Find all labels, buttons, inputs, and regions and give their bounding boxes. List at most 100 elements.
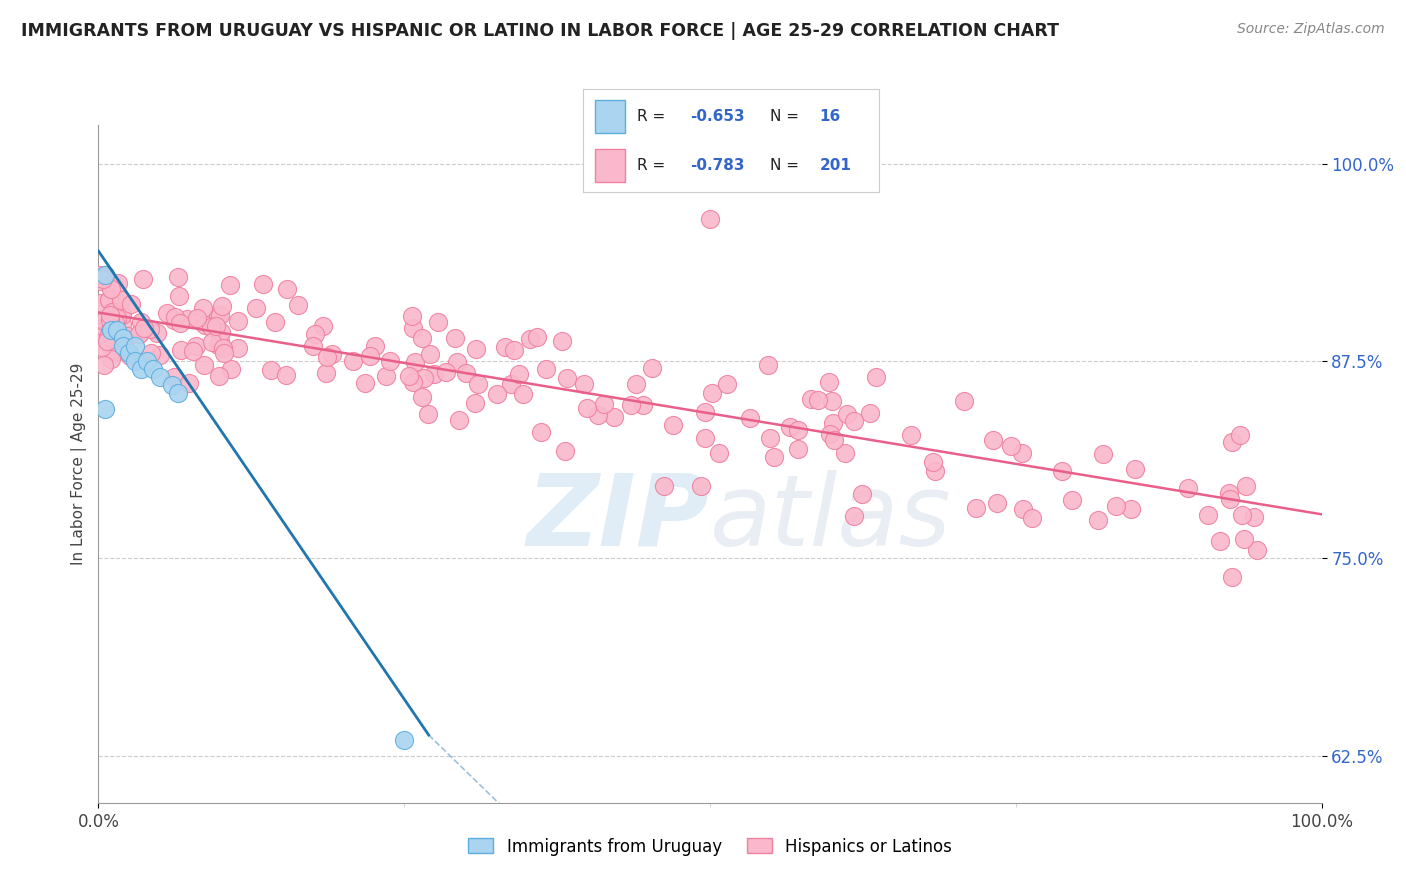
Point	[446, 355, 468, 369]
Point	[924, 464, 946, 478]
Point	[111, 308, 134, 322]
Point	[631, 398, 654, 412]
Point	[426, 315, 449, 329]
Point	[100, 280, 122, 294]
Point	[530, 425, 553, 439]
Point	[94, 268, 117, 282]
Point	[219, 277, 242, 292]
Point	[98, 293, 121, 307]
Point	[110, 305, 132, 319]
Point	[104, 321, 127, 335]
Point	[519, 332, 541, 346]
Point	[132, 321, 155, 335]
Point	[818, 427, 841, 442]
Point	[576, 401, 599, 415]
Point	[260, 363, 283, 377]
Point	[1062, 493, 1084, 508]
Point	[1011, 501, 1033, 516]
Point	[1209, 534, 1232, 549]
Text: 201: 201	[820, 158, 852, 173]
Point	[759, 431, 782, 445]
Point	[201, 334, 224, 349]
Text: N =: N =	[769, 158, 803, 173]
Point	[129, 362, 152, 376]
Point	[693, 405, 716, 419]
Point	[1220, 434, 1243, 449]
Point	[859, 406, 882, 420]
Point	[1220, 570, 1243, 584]
Point	[1087, 513, 1109, 527]
Point	[315, 366, 337, 380]
Point	[1123, 462, 1146, 476]
Point	[100, 323, 122, 337]
Point	[699, 212, 721, 227]
Point	[603, 410, 626, 425]
Point	[464, 396, 486, 410]
Point	[779, 420, 801, 434]
Point	[212, 346, 235, 360]
Point	[212, 341, 235, 355]
Point	[900, 427, 922, 442]
Point	[392, 732, 416, 747]
Point	[107, 296, 129, 310]
Point	[105, 323, 128, 337]
Point	[89, 274, 111, 288]
Point	[87, 268, 110, 282]
Point	[821, 416, 844, 430]
Point	[167, 385, 190, 400]
Point	[226, 341, 249, 355]
Point	[486, 387, 509, 401]
Point	[953, 393, 976, 408]
Point	[762, 450, 785, 464]
Text: R =: R =	[637, 158, 669, 173]
FancyBboxPatch shape	[595, 149, 624, 181]
Point	[100, 352, 122, 367]
Point	[402, 375, 425, 389]
Point	[1177, 481, 1199, 495]
Point	[378, 354, 401, 368]
Point	[434, 365, 457, 379]
Point	[844, 414, 866, 428]
Point	[96, 334, 118, 348]
Point	[209, 325, 232, 339]
Point	[787, 442, 810, 456]
Point	[101, 305, 124, 319]
Point	[315, 350, 337, 364]
Point	[817, 376, 839, 390]
Text: N =: N =	[769, 110, 803, 124]
Point	[139, 322, 162, 336]
Point	[364, 339, 387, 353]
Point	[1021, 510, 1043, 524]
Point	[823, 433, 845, 447]
Point	[1233, 532, 1256, 546]
Point	[93, 401, 115, 416]
Point	[342, 354, 364, 368]
Point	[90, 340, 112, 354]
Point	[97, 318, 120, 332]
Point	[302, 339, 325, 353]
Point	[107, 276, 129, 290]
Point	[467, 377, 489, 392]
Point	[821, 394, 844, 409]
Point	[207, 309, 229, 323]
Point	[1246, 543, 1268, 558]
Legend: Immigrants from Uruguay, Hispanics or Latinos: Immigrants from Uruguay, Hispanics or La…	[461, 831, 959, 863]
Point	[165, 310, 187, 325]
Text: -0.653: -0.653	[690, 110, 744, 124]
Point	[835, 407, 858, 421]
Point	[170, 343, 193, 358]
Point	[117, 328, 139, 343]
Point	[252, 277, 274, 291]
Point	[588, 409, 610, 423]
Point	[181, 344, 204, 359]
Point	[120, 297, 142, 311]
Point	[501, 377, 523, 392]
Point	[128, 326, 150, 341]
Point	[145, 326, 167, 341]
Point	[851, 486, 873, 500]
Point	[276, 282, 298, 296]
Point	[112, 340, 135, 354]
Point	[619, 399, 641, 413]
Point	[205, 318, 228, 333]
Point	[96, 330, 118, 344]
